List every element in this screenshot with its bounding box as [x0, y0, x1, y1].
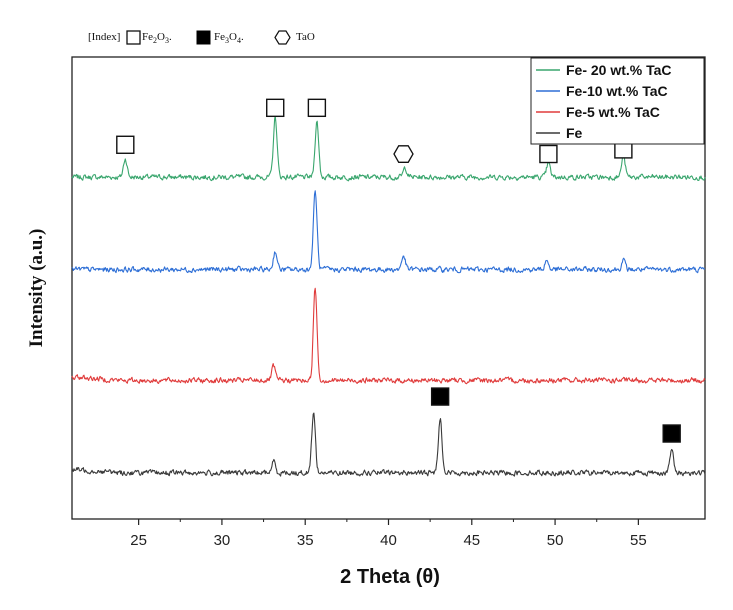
phase-index-legend: [Index] Fe2O3. Fe3O4. TaO: [88, 30, 315, 45]
y-axis-title: Intensity (a.u.): [26, 229, 47, 348]
x-tick-label-55: 55: [630, 532, 647, 549]
legend-label-3: Fe: [566, 125, 583, 141]
peak-marker-fe2o3-0: [116, 135, 135, 154]
series-line-3: [71, 412, 706, 477]
x-tick-label-25: 25: [130, 532, 147, 549]
series-line-0: [71, 115, 706, 182]
legend-label-2: Fe-5 wt.% TaC: [566, 104, 660, 120]
peak-marker-fe2o3-4: [539, 144, 558, 164]
x-tick-label-35: 35: [297, 532, 314, 549]
x-axis-ticks: 25 30 35 40 45 50 55: [130, 519, 647, 549]
index-prefix: [Index]: [88, 31, 120, 43]
legend-label-0: Fe- 20 wt.% TaC: [566, 62, 672, 78]
peak-marker-tao-3: [393, 145, 414, 163]
peak-marker-layer: [116, 98, 681, 443]
index-fe3o4-label: Fe3O4.: [214, 31, 244, 45]
legend-label-1: Fe-10 wt.% TaC: [566, 83, 668, 99]
peak-marker-fe3o4-6: [430, 387, 450, 406]
peak-marker-fe2o3-1: [266, 98, 285, 118]
index-fe2o3-label: Fe2O3.: [142, 31, 172, 45]
fe2o3-open-square-icon: [126, 30, 141, 45]
series-line-1: [71, 190, 706, 274]
series-layer: [71, 115, 706, 477]
index-tao-label: TaO: [296, 31, 315, 43]
legend-box: [530, 57, 705, 145]
x-axis-title: 2 Theta (θ): [340, 566, 440, 588]
tao-open-hexagon-icon: [274, 30, 291, 45]
x-tick-label-50: 50: [547, 532, 564, 549]
peak-marker-fe3o4-7: [662, 424, 681, 443]
x-tick-label-30: 30: [214, 532, 231, 549]
x-tick-label-45: 45: [463, 532, 480, 549]
x-tick-label-40: 40: [380, 532, 397, 549]
series-line-2: [71, 287, 706, 385]
series-legend: Fe- 20 wt.% TaC Fe-10 wt.% TaC Fe-5 wt.% T…: [530, 57, 705, 145]
fe3o4-filled-square-icon: [196, 30, 211, 45]
peak-marker-fe2o3-2: [307, 98, 327, 118]
